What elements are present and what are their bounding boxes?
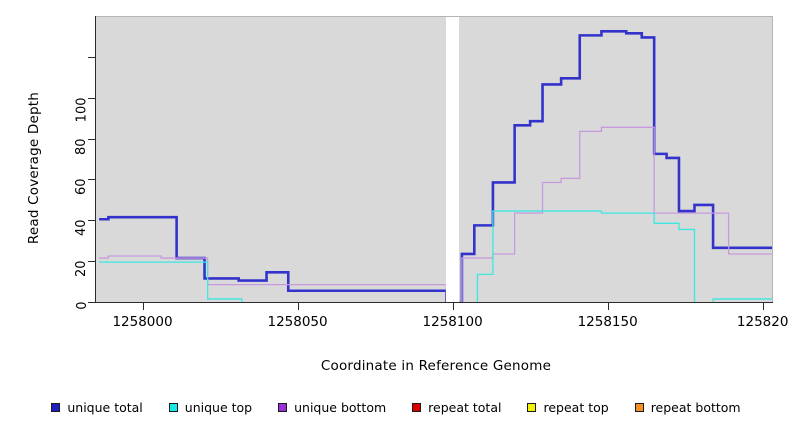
legend-swatch-repeat-total (412, 402, 422, 412)
x-tick-mark (297, 303, 299, 310)
y-tick-mark (88, 302, 95, 303)
legend-swatch-repeat-top (527, 402, 537, 412)
y-tick-label: 100 (74, 97, 90, 123)
legend-label: repeat top (543, 399, 609, 415)
y-tick-label: 60 (74, 178, 90, 196)
x-tick-label: 125820 (736, 314, 789, 330)
y-tick-mark (88, 138, 95, 140)
legend-swatch-unique-total (51, 402, 61, 412)
x-tick-label: 1258050 (267, 314, 328, 330)
y-tick-label: 80 (74, 138, 90, 155)
series-line-unique-bottom (99, 126, 772, 303)
y-tick-mark (88, 261, 95, 263)
legend-label: repeat total (428, 399, 502, 415)
y-tick-label: 40 (74, 219, 90, 237)
series-line-unique-top (99, 210, 772, 303)
x-tick-label: 1258100 (422, 314, 483, 330)
y-tick-mark (88, 56, 95, 58)
y-tick-label: 20 (74, 260, 90, 278)
x-tick-mark (142, 303, 144, 310)
data-gap-mask (446, 17, 459, 303)
x-tick-mark (607, 303, 609, 310)
y-axis-ticks: 0 20 40 60 80 100 (0, 0, 95, 432)
legend-item-unique-top: unique top (168, 399, 253, 415)
legend-label: unique total (67, 399, 143, 415)
legend-item-repeat-total: repeat total (412, 400, 501, 415)
y-tick-label: 0 (74, 301, 90, 310)
legend-item-repeat-bottom: repeat bottom (634, 399, 741, 415)
x-tick-mark (452, 303, 454, 310)
legend-label: unique bottom (294, 399, 387, 415)
legend-swatch-unique-top (168, 402, 178, 412)
x-axis-title: Coordinate in Reference Genome (320, 358, 552, 374)
legend-label: unique top (184, 399, 253, 415)
series-line-unique-total (99, 30, 772, 303)
legend-item-repeat-top: repeat top (527, 399, 609, 415)
plot-lines (99, 30, 772, 303)
chart-legend: unique total unique top unique bottom repea… (0, 396, 792, 418)
legend-item-unique-total: unique total (51, 399, 143, 415)
y-axis-line (95, 16, 96, 303)
legend-label: repeat bottom (650, 399, 741, 415)
y-tick-mark (88, 179, 95, 181)
x-tick-mark (762, 303, 764, 310)
x-tick-label: 1258150 (577, 314, 638, 330)
legend-swatch-repeat-bottom (634, 402, 644, 412)
x-tick-label: 1258000 (112, 314, 173, 330)
legend-swatch-unique-bottom (278, 402, 288, 412)
y-tick-mark (88, 220, 95, 222)
legend-item-unique-bottom: unique bottom (278, 400, 386, 415)
x-axis-line (95, 302, 773, 303)
y-tick-mark (88, 97, 95, 99)
plot-panel (96, 16, 773, 303)
